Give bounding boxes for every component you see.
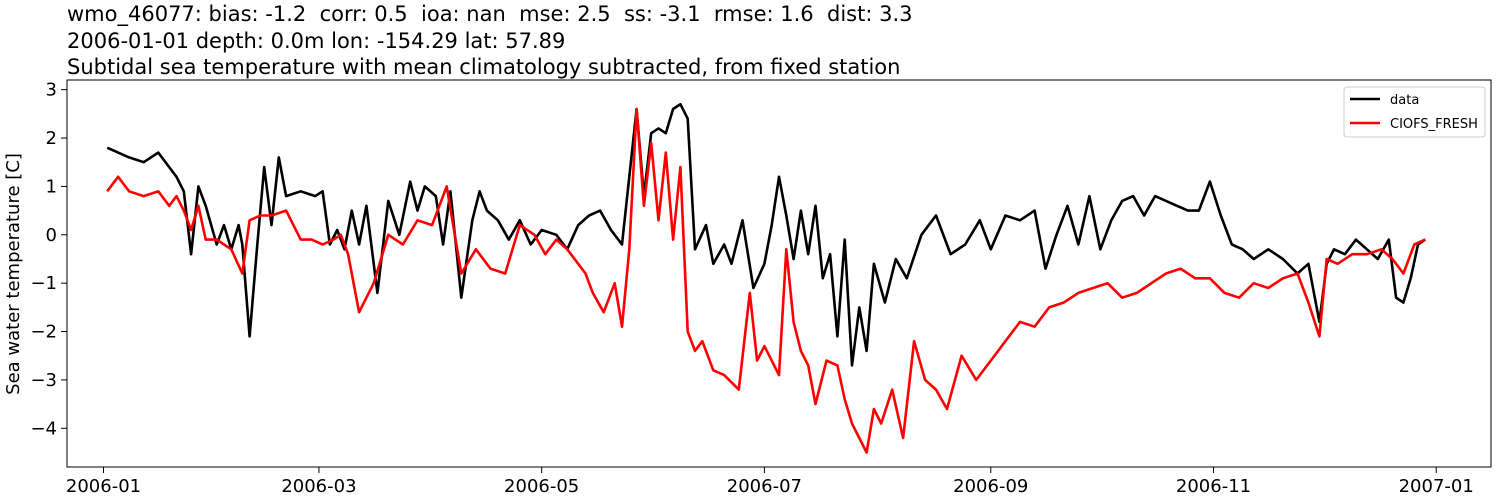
y-tick-label: −2 bbox=[30, 322, 57, 343]
y-tick-label: 1 bbox=[46, 176, 57, 197]
x-tick-label: 2006-07 bbox=[727, 476, 802, 497]
y-tick-label: −3 bbox=[30, 370, 57, 391]
series-layer bbox=[106, 102, 1427, 454]
y-tick-label: 3 bbox=[46, 80, 57, 101]
x-tick-label: 2006-01 bbox=[66, 476, 141, 497]
legend-label: CIOFS_FRESH bbox=[1390, 117, 1478, 132]
chart-title-line-3: Subtidal sea temperature with mean clima… bbox=[67, 55, 901, 79]
x-tick-label: 2007-01 bbox=[1399, 476, 1474, 497]
y-axis-label: Sea water temperature [C] bbox=[3, 153, 24, 395]
x-tick-label: 2006-09 bbox=[953, 476, 1028, 497]
legend: data CIOFS_FRESH bbox=[1343, 86, 1486, 138]
y-axis-ticks: 3 2 1 0 −1 −2 −3 −4 bbox=[30, 80, 67, 439]
y-tick-label: 2 bbox=[46, 128, 57, 149]
x-axis-ticks: 2006-01 2006-03 2006-05 2006-07 2006-09 2006-… bbox=[66, 467, 1474, 497]
y-tick-label: 0 bbox=[46, 225, 57, 246]
chart-title-line-2: 2006-01-01 depth: 0.0m lon: -154.29 lat:… bbox=[67, 29, 566, 53]
y-tick-label: −4 bbox=[30, 418, 57, 439]
plot-frame bbox=[66, 79, 1492, 468]
y-tick-label: −1 bbox=[30, 273, 57, 294]
series-line-0 bbox=[106, 102, 1427, 367]
x-tick-label: 2006-05 bbox=[504, 476, 579, 497]
series-line-1 bbox=[106, 107, 1426, 454]
chart-title-line-1: wmo_46077: bias: -1.2 corr: 0.5 ioa: nan… bbox=[67, 2, 913, 26]
legend-label: data bbox=[1390, 93, 1419, 108]
x-tick-label: 2006-11 bbox=[1176, 476, 1251, 497]
x-tick-label: 2006-03 bbox=[281, 476, 356, 497]
